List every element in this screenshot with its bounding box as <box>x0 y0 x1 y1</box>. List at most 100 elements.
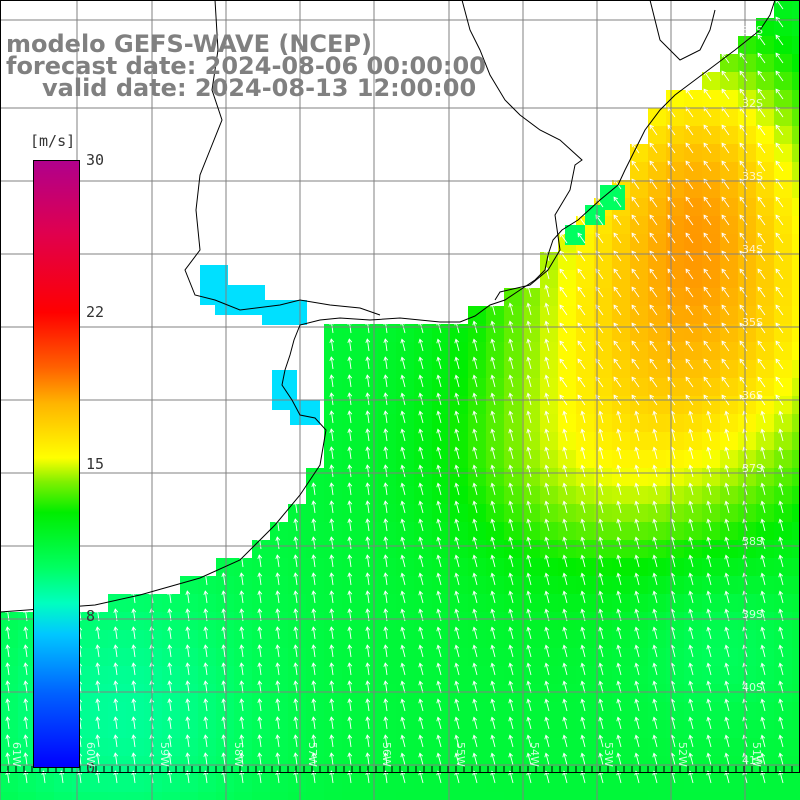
arrow-icon <box>329 518 335 532</box>
arrow-icon <box>703 268 712 280</box>
arrow-icon <box>508 356 514 370</box>
wind-cell <box>504 504 523 523</box>
wind-cell <box>252 594 271 613</box>
wind-cell <box>702 162 721 181</box>
wind-cell <box>432 630 451 649</box>
wind-cell <box>738 306 757 325</box>
arrow-icon <box>239 752 245 766</box>
wind-cell <box>540 414 559 433</box>
arrow-icon <box>418 500 424 514</box>
arrow-icon <box>580 698 586 712</box>
wind-cell <box>414 792 433 800</box>
arrow-icon <box>775 52 784 64</box>
arrow-icon <box>347 716 353 730</box>
wind-cell <box>684 648 703 667</box>
wind-cell <box>594 360 613 379</box>
valid-date: valid date: 2024-08-13 12:00:00 <box>42 74 477 102</box>
wind-cell <box>198 792 217 800</box>
wind-cell <box>396 450 415 469</box>
arrow-icon <box>329 356 335 370</box>
arrow-icon <box>724 626 730 640</box>
arrow-icon <box>436 734 442 748</box>
wind-cell <box>576 360 595 379</box>
wind-cell <box>414 432 433 451</box>
arrow-icon <box>239 662 245 676</box>
arrow-icon <box>383 518 389 532</box>
arrow-icon <box>311 716 317 730</box>
wind-cell <box>576 288 595 307</box>
wind-cell <box>324 630 343 649</box>
arrow-icon <box>131 644 137 658</box>
arrow-icon <box>577 214 586 226</box>
arrow-icon <box>454 698 460 712</box>
wind-cell <box>720 72 739 91</box>
wind-cell <box>648 486 667 505</box>
wind-cell <box>594 414 613 433</box>
wind-cell <box>324 612 343 631</box>
arrow-icon <box>544 482 550 496</box>
arrow-icon <box>95 716 101 730</box>
wind-cell <box>774 306 793 325</box>
wind-cell <box>450 540 469 559</box>
wind-cell <box>414 738 433 757</box>
wind-cell <box>576 792 595 800</box>
arrow-icon <box>293 698 299 712</box>
wind-cell <box>720 126 739 145</box>
arrow-icon <box>616 410 622 424</box>
arrow-icon <box>613 214 622 226</box>
arrow-icon <box>131 590 137 604</box>
arrow-icon <box>436 752 442 766</box>
arrow-icon <box>365 770 371 784</box>
wind-cell <box>576 414 595 433</box>
wind-cell <box>360 648 379 667</box>
wind-cell <box>720 180 739 199</box>
arrow-icon <box>347 698 353 712</box>
wind-cell <box>792 216 800 235</box>
wind-cell <box>306 558 325 577</box>
wind-cell <box>288 612 307 631</box>
wind-cell <box>126 630 145 649</box>
wind-cell <box>0 630 19 649</box>
arrow-icon <box>577 286 586 298</box>
wind-cell <box>684 180 703 199</box>
wind-cell <box>522 648 541 667</box>
arrow-icon <box>739 142 748 154</box>
wind-cell <box>738 108 757 127</box>
wind-cell <box>288 630 307 649</box>
wind-cell <box>522 792 541 800</box>
wind-cell <box>306 612 325 631</box>
wind-cell <box>666 504 685 523</box>
wind-cell <box>378 342 397 361</box>
arrow-icon <box>724 734 730 748</box>
arrow-icon <box>688 752 694 766</box>
arrow-icon <box>454 590 460 604</box>
arrow-icon <box>703 376 712 388</box>
wind-cell <box>342 666 361 685</box>
wind-cell <box>540 594 559 613</box>
wind-cell <box>774 126 793 145</box>
arrow-icon <box>472 734 478 748</box>
lon-label: 53W <box>602 742 615 767</box>
arrow-icon <box>23 716 29 730</box>
arrow-icon <box>131 752 137 766</box>
wind-cell <box>144 738 163 757</box>
wind-cell <box>594 522 613 541</box>
arrow-icon <box>167 644 173 658</box>
wind-cell <box>558 648 577 667</box>
arrow-icon <box>329 698 335 712</box>
wind-cell <box>540 324 559 343</box>
arrow-icon <box>775 142 784 154</box>
wind-cell <box>162 738 181 757</box>
arrow-icon <box>418 770 424 784</box>
arrow-icon <box>544 716 550 730</box>
wind-cell <box>576 630 595 649</box>
wind-cell <box>540 774 559 793</box>
arrow-icon <box>23 770 29 784</box>
wind-cell <box>90 684 109 703</box>
arrow-icon <box>562 752 568 766</box>
arrow-icon <box>257 572 263 586</box>
wind-cell <box>612 522 631 541</box>
wind-cell <box>792 684 800 703</box>
wind-cell <box>144 792 163 800</box>
